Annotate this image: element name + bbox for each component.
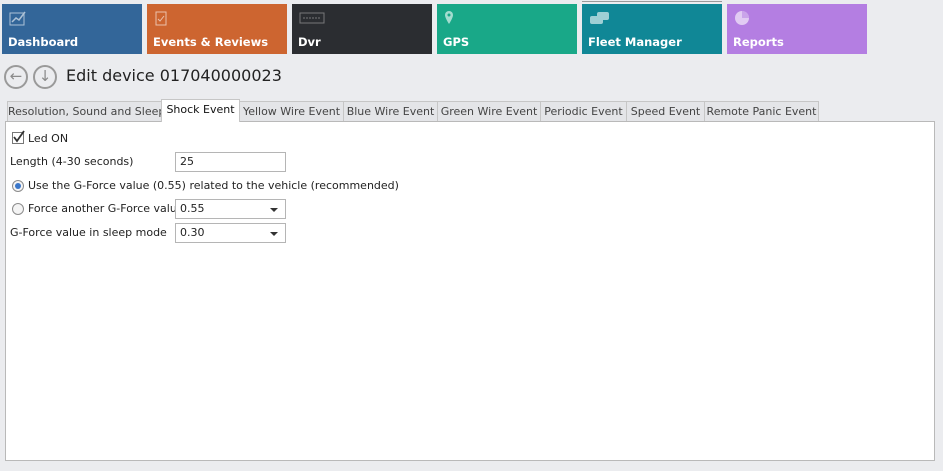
nav-tile-dvr[interactable]: Dvr	[292, 4, 432, 54]
chart-line-icon	[9, 11, 26, 26]
tab-shock-event[interactable]: Shock Event	[161, 99, 240, 122]
sleep-gforce-label: G-Force value in sleep mode	[10, 226, 167, 239]
page-title: Edit device 017040000023	[66, 66, 282, 85]
tile-label: Dvr	[298, 35, 321, 49]
down-button[interactable]: ↓	[33, 65, 57, 89]
dropdown-value: 0.55	[180, 202, 205, 215]
length-label: Length (4-30 seconds)	[10, 155, 134, 168]
pie-chart-icon	[735, 11, 749, 25]
tile-label: Reports	[733, 35, 784, 49]
led-checkbox[interactable]	[12, 130, 25, 144]
nav-tile-gps[interactable]: GPS	[437, 4, 577, 54]
tab-green-wire-event[interactable]: Green Wire Event	[437, 101, 541, 122]
tile-label: Fleet Manager	[588, 35, 682, 49]
dropdown-value: 0.30	[180, 226, 205, 239]
radio-recommended-label: Use the G-Force value (0.55) related to …	[28, 179, 399, 192]
nav-tile-events-reviews[interactable]: Events & Reviews	[147, 4, 287, 54]
dvr-logo-icon	[299, 12, 325, 24]
tab-periodic-event[interactable]: Periodic Event	[540, 101, 627, 122]
radio-force-gforce[interactable]	[12, 203, 24, 215]
tile-label: Dashboard	[8, 35, 79, 49]
radio-recommended-gforce[interactable]	[12, 180, 24, 192]
checkmark-icon	[13, 130, 25, 143]
cars-icon	[590, 12, 609, 24]
tab-yellow-wire-event[interactable]: Yellow Wire Event	[239, 101, 344, 122]
nav-tile-dashboard[interactable]: Dashboard	[2, 4, 142, 54]
nav-tile-fleet-manager[interactable]: Fleet Manager	[582, 4, 722, 54]
map-pin-icon	[445, 11, 453, 24]
back-button[interactable]: ←	[4, 65, 28, 89]
sleep-gforce-dropdown[interactable]: 0.30	[175, 223, 286, 243]
tab-resolution-sound-sleep[interactable]: Resolution, Sound and Sleep	[7, 101, 165, 122]
led-label: Led ON	[28, 132, 69, 145]
length-input[interactable]: 25	[175, 152, 286, 172]
shock-event-panel	[5, 121, 935, 461]
force-gforce-dropdown[interactable]: 0.55	[175, 199, 286, 219]
arrow-down-icon: ↓	[38, 67, 52, 85]
tab-blue-wire-event[interactable]: Blue Wire Event	[343, 101, 438, 122]
tile-label: Events & Reviews	[153, 35, 269, 49]
radio-force-label: Force another G-Force value	[28, 202, 184, 215]
tab-speed-event[interactable]: Speed Event	[626, 101, 705, 122]
nav-tile-reports[interactable]: Reports	[727, 4, 867, 54]
clipboard-check-icon	[155, 11, 167, 26]
tab-remote-panic-event[interactable]: Remote Panic Event	[704, 101, 819, 122]
active-tile-indicator	[582, 1, 722, 2]
arrow-left-icon: ←	[9, 67, 23, 85]
tile-label: GPS	[443, 35, 470, 49]
